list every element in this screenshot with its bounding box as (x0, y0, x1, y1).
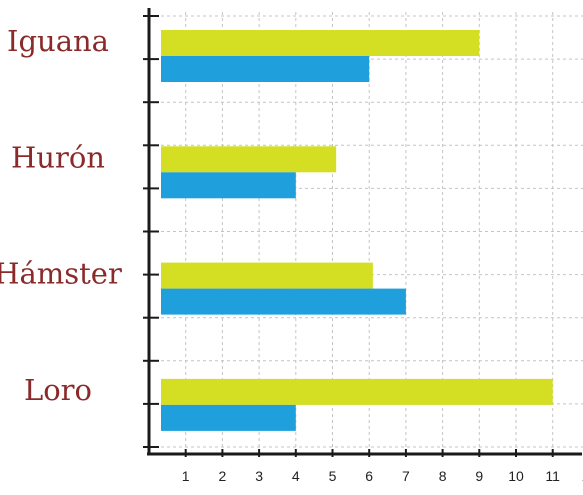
axes (143, 8, 582, 457)
x-tick-label: 5 (329, 468, 337, 484)
category-label: Iguana (7, 24, 109, 58)
x-tick-label: 1 (182, 468, 190, 484)
bar-blue (161, 172, 296, 199)
x-tick-label: 11 (545, 468, 560, 484)
x-tick-label: 7 (402, 468, 410, 484)
bar-blue (161, 56, 370, 82)
x-tick-label: 6 (365, 468, 373, 484)
bars (161, 30, 553, 431)
labels: 123456789101112IguanaHurónHámsterLoro (0, 24, 583, 484)
category-label: Hurón (11, 140, 105, 174)
x-tick-label: 8 (439, 468, 447, 484)
x-tick-label: 12 (582, 468, 583, 484)
x-tick-label: 10 (508, 468, 524, 484)
bar-yellow (161, 378, 553, 405)
x-tick-label: 3 (255, 468, 263, 484)
bar-blue (161, 288, 406, 315)
bar-yellow (161, 146, 337, 173)
x-tick-label: 2 (219, 468, 227, 484)
x-tick-label: 9 (475, 468, 483, 484)
bar-yellow (161, 30, 480, 56)
x-tick-label: 4 (292, 468, 300, 484)
bar-blue (161, 404, 296, 431)
bar-yellow (161, 262, 373, 289)
category-label: Hámster (0, 257, 122, 291)
category-label: Loro (24, 373, 92, 407)
